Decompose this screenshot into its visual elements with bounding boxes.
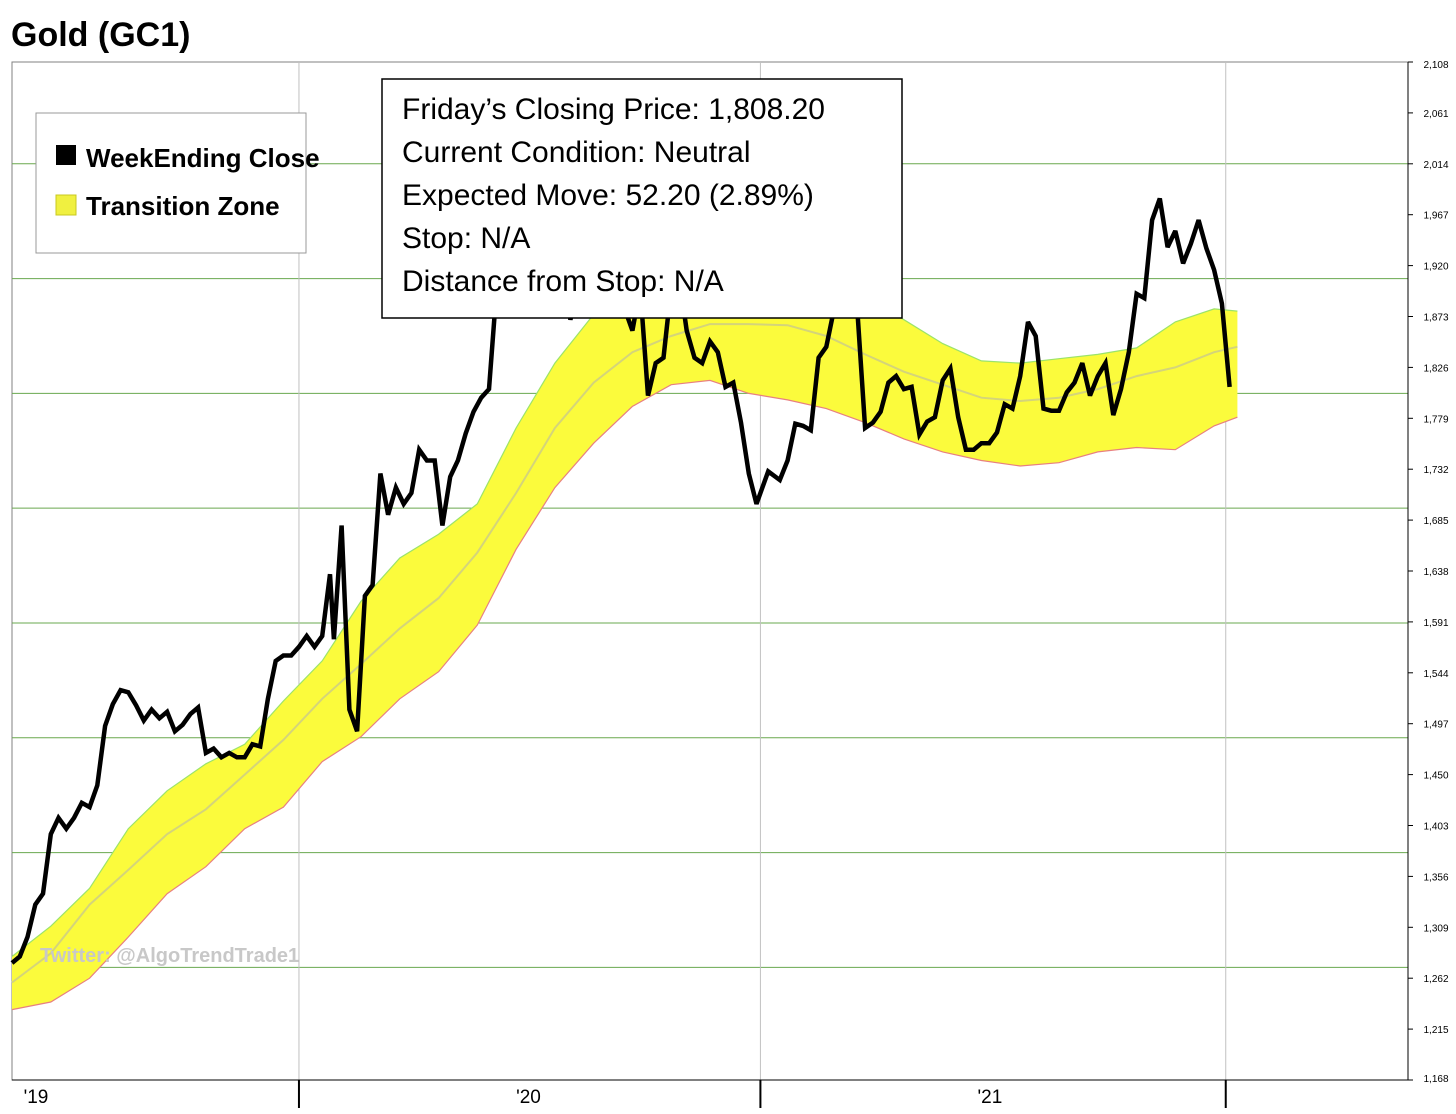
legend-box (35, 112, 307, 254)
legend-label-zone: Transition Zone (86, 191, 280, 221)
y-tick-label: 2,061 (1423, 109, 1448, 120)
legend: WeekEnding Close Transition Zone (35, 112, 320, 254)
y-tick-label: 1,873 (1423, 313, 1448, 324)
y-tick-label: 1,309 (1423, 923, 1448, 934)
y-axis-ticks: 2,108 2,061 2,014 1,967 1,920 1,873 1,826 1,779… (1408, 60, 1449, 1085)
y-tick-label: 2,108 (1423, 60, 1448, 71)
y-tick-label: 1,544 (1423, 669, 1448, 680)
y-tick-label: 1,262 (1423, 974, 1448, 985)
x-axis-ticks: '19 '20 '21 (24, 1080, 1227, 1108)
y-tick-label: 1,779 (1423, 414, 1448, 425)
transition-zone-midline (11, 323, 1238, 984)
x-tick-label: '19 (24, 1087, 49, 1108)
y-tick-label: 1,497 (1423, 720, 1448, 731)
y-tick-label: 1,967 (1423, 211, 1448, 222)
chart-title: Gold (GC1) (11, 16, 190, 54)
info-stop: Stop: N/A (402, 222, 530, 255)
y-tick-label: 2,014 (1423, 160, 1448, 171)
y-tick-label: 1,168 (1423, 1074, 1448, 1085)
info-current-condition: Current Condition: Neutral (402, 136, 751, 169)
legend-label-close: WeekEnding Close (86, 143, 320, 173)
y-tick-label: 1,215 (1423, 1025, 1448, 1036)
y-tick-label: 1,403 (1423, 822, 1448, 833)
y-tick-label: 1,732 (1423, 465, 1448, 476)
transition-zone-lower-edge (11, 379, 1238, 1011)
y-tick-label: 1,920 (1423, 262, 1448, 273)
info-box-frame (381, 78, 903, 319)
x-tick-label: '21 (978, 1087, 1003, 1108)
close-line-layer (10, 187, 1232, 965)
legend-swatch-zone (55, 194, 77, 216)
y-tick-label: 1,638 (1423, 567, 1448, 578)
y-tick-label: 1,356 (1423, 872, 1448, 883)
info-expected-move: Expected Move: 52.20 (2.89%) (402, 179, 814, 212)
watermark-text: Twitter: @AlgoTrendTrade1 (40, 945, 299, 967)
info-distance-from-stop: Distance from Stop: N/A (402, 265, 724, 298)
info-closing-price: Friday’s Closing Price: 1,808.20 (402, 93, 825, 126)
y-tick-label: 1,685 (1423, 516, 1448, 527)
y-tick-label: 1,450 (1423, 771, 1448, 782)
y-tick-label: 1,826 (1423, 363, 1448, 374)
legend-swatch-close (56, 145, 76, 165)
weekending-close-line (10, 187, 1232, 965)
x-tick-label: '20 (516, 1087, 541, 1108)
y-tick-label: 1,591 (1423, 618, 1448, 629)
info-box: Friday’s Closing Price: 1,808.20 Current… (381, 78, 903, 319)
